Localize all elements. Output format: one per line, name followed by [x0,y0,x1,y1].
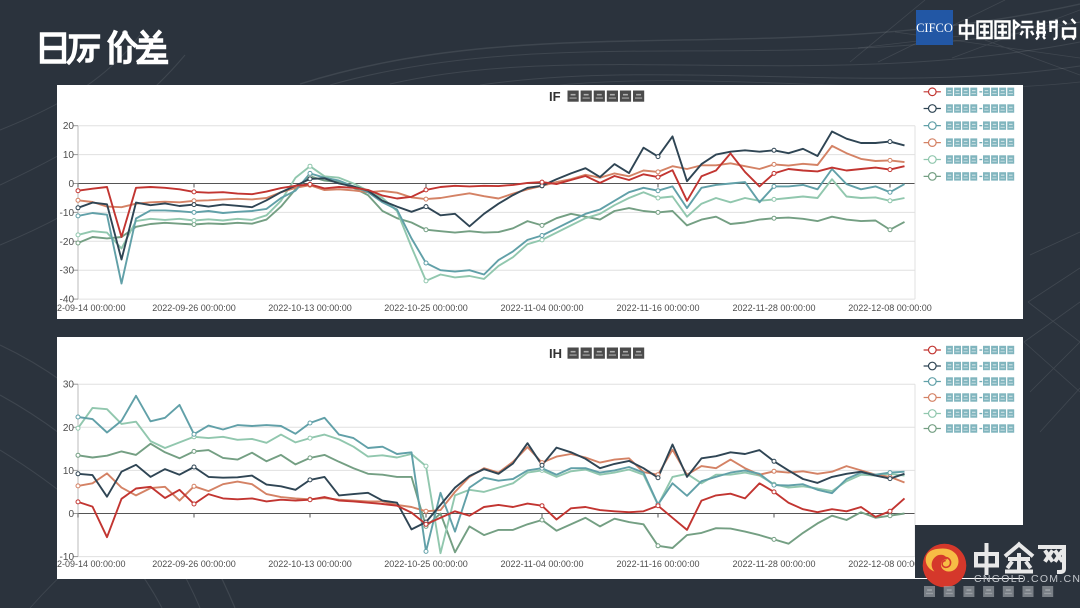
svg-text:0: 0 [68,509,74,520]
svg-text:20: 20 [63,423,75,434]
svg-text:2022-11-16 00:00:00: 2022-11-16 00:00:00 [617,559,700,569]
svg-text:2022-09-26 00:00:00: 2022-09-26 00:00:00 [152,303,236,313]
svg-text:20: 20 [63,121,75,132]
svg-text:2-09-14 00:00:00: 2-09-14 00:00:00 [57,559,126,569]
svg-text:0: 0 [68,179,74,190]
svg-text:CNGOLD.COM.CN: CNGOLD.COM.CN [974,573,1080,585]
svg-text:2022-11-04 00:00:00: 2022-11-04 00:00:00 [501,303,584,313]
svg-text:CIFCO: CIFCO [916,21,953,35]
svg-text:2022-11-16 00:00:00: 2022-11-16 00:00:00 [617,303,700,313]
svg-text:2022-09-26 00:00:00: 2022-09-26 00:00:00 [152,559,236,569]
svg-text:30: 30 [63,380,75,391]
svg-text:-10: -10 [60,552,75,563]
svg-text:IH: IH [549,346,562,361]
svg-text:IF: IF [549,89,561,104]
svg-text:2022-11-28 00:00:00: 2022-11-28 00:00:00 [733,559,816,569]
svg-text:2022-10-13 00:00:00: 2022-10-13 00:00:00 [268,303,352,313]
svg-text:-30: -30 [60,266,75,277]
svg-text:-20: -20 [60,237,75,248]
svg-text:2022-10-13 00:00:00: 2022-10-13 00:00:00 [268,559,352,569]
svg-text:10: 10 [63,150,75,161]
svg-text:2022-12-08 00:00:00: 2022-12-08 00:00:00 [848,303,932,313]
svg-text:2-09-14 00:00:00: 2-09-14 00:00:00 [57,303,126,313]
svg-text:2022-12-08 00:00:00: 2022-12-08 00:00:00 [848,559,932,569]
svg-text:2022-10-25 00:00:00: 2022-10-25 00:00:00 [384,303,468,313]
svg-text:2022-10-25 00:00:00: 2022-10-25 00:00:00 [384,559,468,569]
svg-text:10: 10 [63,466,75,477]
svg-text:2022-11-04 00:00:00: 2022-11-04 00:00:00 [501,559,584,569]
svg-text:-40: -40 [60,295,75,306]
svg-text:-10: -10 [60,208,75,219]
svg-text:2022-11-28 00:00:00: 2022-11-28 00:00:00 [733,303,816,313]
